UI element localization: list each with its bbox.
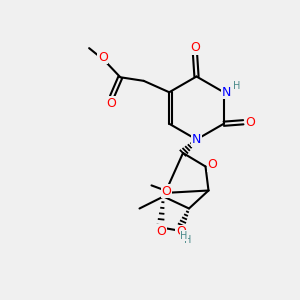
- Text: O: O: [190, 41, 200, 54]
- Text: O: O: [156, 225, 166, 238]
- Text: O: O: [176, 225, 186, 239]
- Text: H: H: [180, 231, 188, 241]
- Text: O: O: [98, 51, 108, 64]
- Text: O: O: [161, 184, 171, 198]
- Text: N: N: [221, 86, 231, 99]
- Text: O: O: [245, 116, 255, 129]
- Text: H: H: [184, 235, 191, 245]
- Text: N: N: [192, 133, 201, 146]
- Text: O: O: [106, 97, 116, 110]
- Text: O: O: [207, 158, 217, 171]
- Text: H: H: [233, 81, 240, 91]
